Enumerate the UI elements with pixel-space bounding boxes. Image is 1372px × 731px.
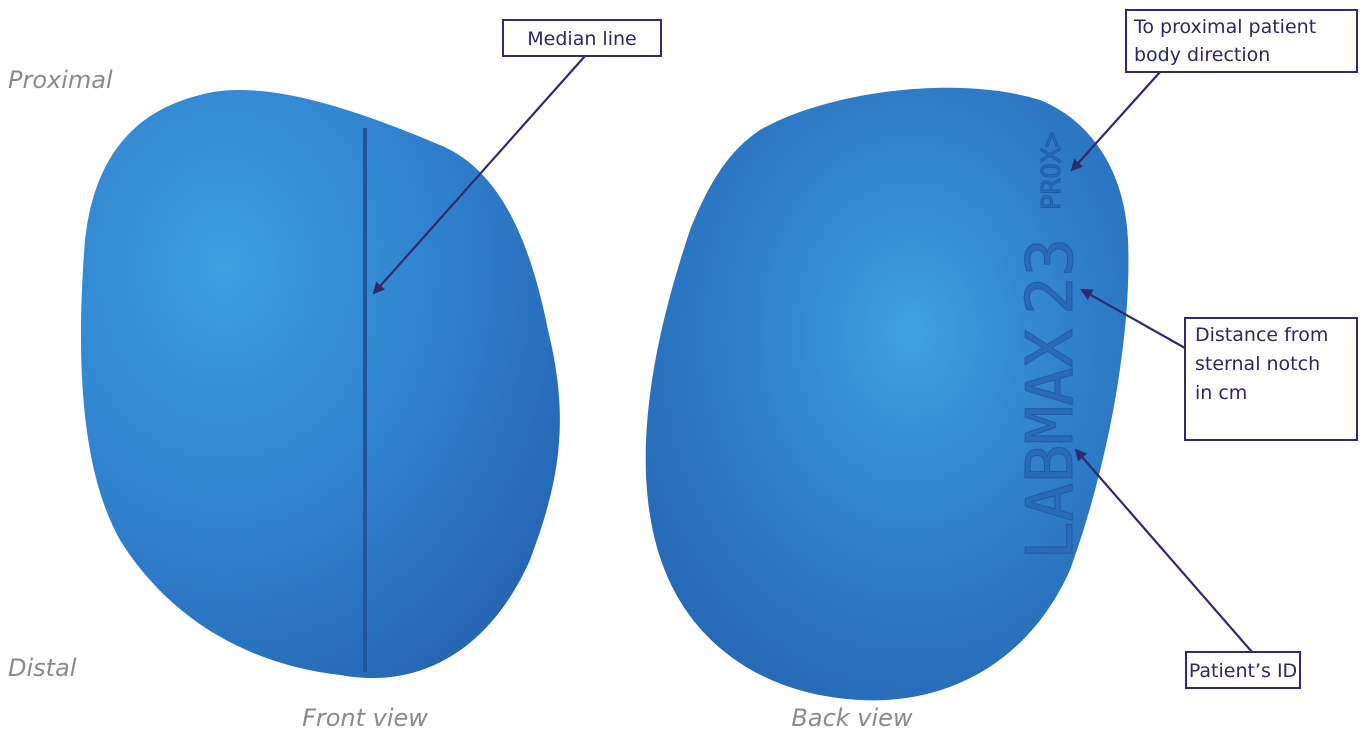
front-view-label: Front view xyxy=(302,704,428,731)
distal-label: Distal xyxy=(8,654,77,682)
callout-text: body direction xyxy=(1134,44,1270,66)
callout-box xyxy=(1185,651,1301,689)
callout-box xyxy=(1184,317,1358,441)
back-view-label: Back view xyxy=(791,704,913,731)
back-shape xyxy=(645,87,1129,701)
embossed-id: LABMAX xyxy=(1014,329,1088,560)
arrow xyxy=(1070,71,1161,172)
callout-text: Median line xyxy=(527,28,636,50)
callout-text: Distance from xyxy=(1195,324,1328,346)
arrow xyxy=(372,55,586,295)
callout-text: in cm xyxy=(1195,382,1247,404)
callout-text: sternal notch xyxy=(1195,353,1320,375)
arrow xyxy=(1074,448,1253,653)
callout-box xyxy=(1125,9,1358,73)
embossed-distance: 23 xyxy=(1014,238,1088,315)
arrow xyxy=(1080,289,1186,349)
callout-text: To proximal patient xyxy=(1133,16,1316,38)
callout-text: Patient’s ID xyxy=(1189,660,1297,682)
embossed-prox: PROX> xyxy=(1037,132,1067,210)
proximal-label: Proximal xyxy=(8,66,113,94)
front-shape xyxy=(80,90,560,679)
callout-box xyxy=(502,19,662,57)
